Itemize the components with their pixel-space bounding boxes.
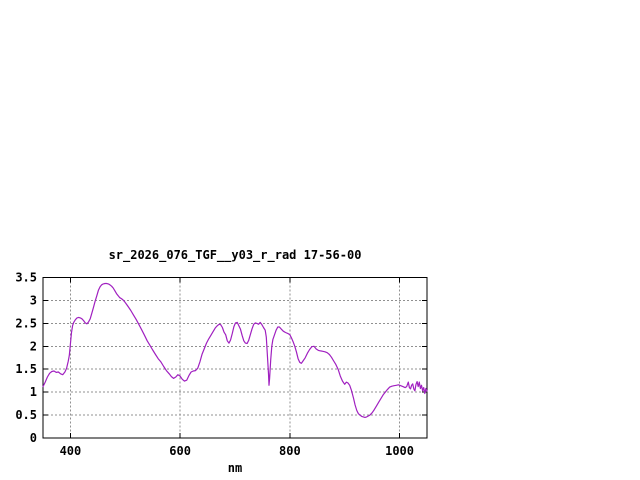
y-tick-label: 1.5 — [15, 362, 37, 376]
y-tick-label: 0.5 — [15, 408, 37, 422]
x-tick-label: 1000 — [385, 444, 414, 458]
plot-border — [42, 277, 428, 439]
y-tick-label: 1 — [30, 385, 37, 399]
chart-title: sr_2026_076_TGF__y03_r_rad 17-56-00 — [109, 248, 362, 263]
gridlines — [43, 277, 427, 438]
y-tick-label: 0 — [30, 431, 37, 445]
x-tick-label: 600 — [169, 444, 191, 458]
spectrum-line — [42, 282, 428, 418]
y-tick-label: 3.5 — [15, 271, 37, 285]
axis-ticks — [43, 277, 427, 439]
y-tick-label: 2.5 — [15, 316, 37, 330]
y-tick-label: 2 — [30, 339, 37, 353]
x-axis-label: nm — [228, 461, 242, 475]
x-tick-label: 800 — [279, 444, 301, 458]
x-tick-label: 400 — [60, 444, 82, 458]
y-tick-label: 3 — [30, 293, 37, 307]
axis-tick-labels: 400 600 800 1000 0 0.5 1 1.5 2 2.5 3 3.5 — [15, 271, 414, 459]
